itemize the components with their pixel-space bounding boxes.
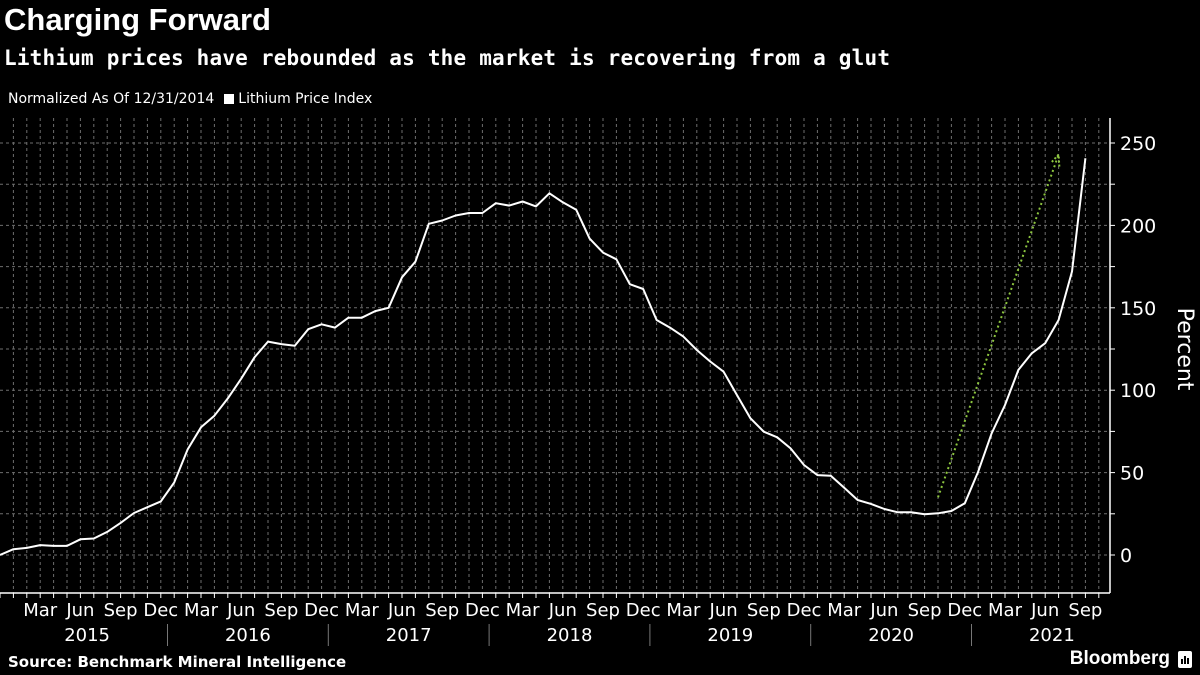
x-month-label: Mar [345, 600, 380, 621]
y-tick-label: 50 [1120, 463, 1144, 485]
x-month-label: Dec [304, 600, 339, 621]
x-year-label: 2019 [707, 625, 753, 646]
x-month-label: Mar [506, 600, 541, 621]
x-month-label: Mar [23, 600, 58, 621]
x-month-label: Jun [709, 600, 738, 621]
x-month-label: Dec [626, 600, 661, 621]
chart-title: Charging Forward [4, 2, 271, 37]
legend-label: Lithium Price Index [238, 91, 373, 107]
series-line-lithium-price-index [0, 158, 1087, 556]
y-axis-label: Percent [1172, 308, 1197, 391]
x-month-label: Dec [787, 600, 822, 621]
x-month-label: Jun [869, 600, 898, 621]
legend-entry: Lithium Price Index [224, 91, 372, 107]
y-tick-label: 100 [1120, 380, 1156, 402]
x-month-label: Sep [908, 600, 942, 621]
legend-swatch [224, 94, 235, 104]
x-month-label: Sep [747, 600, 781, 621]
x-month-label: Sep [586, 600, 620, 621]
x-year-label: 2021 [1029, 625, 1075, 646]
source-note: Source: Benchmark Mineral Intelligence [8, 653, 347, 671]
x-month-label: Dec [465, 600, 500, 621]
x-month-label: Mar [988, 600, 1023, 621]
y-tick-label: 0 [1120, 545, 1132, 567]
x-month-label: Sep [1068, 600, 1102, 621]
x-year-label: 2017 [386, 625, 432, 646]
y-tick-label: 250 [1120, 133, 1156, 155]
x-month-label: Mar [827, 600, 862, 621]
x-month-label: Dec [947, 600, 982, 621]
brand-name: Bloomberg [1069, 648, 1170, 669]
x-month-label: Mar [184, 600, 219, 621]
trend-arrow-shaft [937, 154, 1060, 498]
normalization-note: Normalized As Of 12/31/2014 [8, 91, 215, 107]
x-month-label: Sep [425, 600, 459, 621]
x-month-label: Jun [226, 600, 255, 621]
x-year-label: 2020 [868, 625, 914, 646]
x-month-label: Jun [65, 600, 94, 621]
x-year-label: 2018 [547, 625, 593, 646]
trend-arrow-head [1049, 152, 1061, 167]
x-month-label: Dec [143, 600, 178, 621]
x-year-label: 2015 [64, 625, 110, 646]
x-month-label: Jun [387, 600, 416, 621]
x-month-label: Sep [104, 600, 138, 621]
legend: Normalized As Of 12/31/2014 Lithium Pric… [8, 91, 372, 107]
y-tick-label: 150 [1120, 298, 1156, 320]
x-month-label: Jun [548, 600, 577, 621]
bloomberg-logo: Bloomberg [1070, 648, 1192, 670]
x-month-label: Jun [1030, 600, 1059, 621]
bloomberg-chart-icon [1178, 650, 1192, 668]
x-year-label: 2016 [225, 625, 271, 646]
y-tick-label: 200 [1120, 215, 1156, 237]
x-month-label: Sep [264, 600, 298, 621]
x-month-label: Mar [666, 600, 701, 621]
chart-subtitle: Lithium prices have rebounded as the mar… [4, 46, 891, 70]
